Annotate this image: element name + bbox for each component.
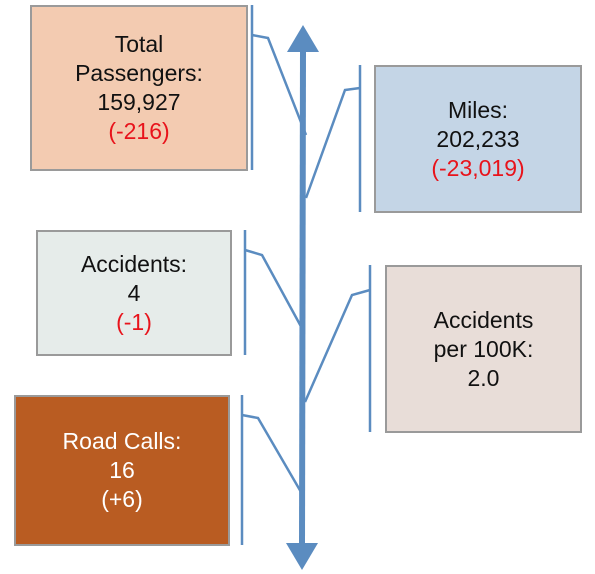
box: Accidents per 100K: 2.0: [385, 265, 582, 433]
box: Miles: 202,233 (-23,019): [374, 65, 582, 213]
box-change: (-216): [108, 118, 170, 144]
box-line: 159,927: [97, 89, 181, 115]
timeline-arrow: [299, 49, 306, 546]
box-line: per 100K:: [433, 335, 534, 362]
box-line: 16: [109, 457, 135, 483]
box-line: Road Calls:: [62, 428, 182, 454]
box: Accidents: 4 (-1): [36, 230, 232, 356]
box-line: Accidents: [433, 306, 534, 333]
arrow-head-bottom: [286, 543, 318, 570]
box-line: 4: [127, 279, 141, 306]
connector: [244, 248, 306, 333]
connector: [303, 288, 371, 403]
box-line: Accidents:: [80, 250, 188, 277]
box: Road Calls: 16 (+6): [14, 395, 230, 546]
box-change: (-1): [116, 308, 152, 335]
box-change: (-23,019): [431, 154, 525, 181]
box: Total Passengers: 159,927 (-216): [30, 5, 248, 171]
box-line: 2.0: [467, 364, 500, 391]
box-line: 202,233: [436, 125, 520, 152]
arrow-head-top: [287, 25, 319, 52]
brackets: [240, 5, 372, 545]
connector: [251, 33, 308, 136]
connector: [304, 86, 361, 199]
box-line: Miles:: [447, 96, 509, 123]
box-change: (+6): [101, 486, 143, 512]
box-line: Passengers:: [75, 60, 203, 86]
connector: [241, 413, 303, 493]
box-line: Total: [114, 31, 164, 57]
